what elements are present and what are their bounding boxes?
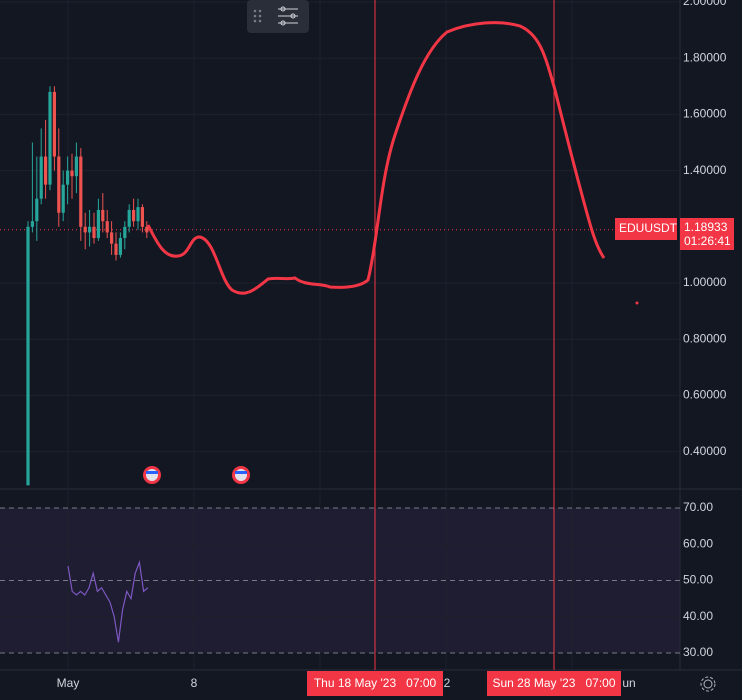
- candle-body: [140, 207, 144, 227]
- date-label: Thu 18 May '23 07:00: [314, 676, 437, 690]
- candle-body: [136, 207, 140, 222]
- time-label: 8: [191, 676, 198, 690]
- drawing-toolbar[interactable]: [247, 0, 309, 33]
- candle-body: [92, 226, 96, 239]
- candle-body: [96, 209, 100, 239]
- countdown: 01:26:41: [684, 234, 731, 248]
- price-tick-label: 2.00000: [683, 0, 727, 8]
- rsi-tick-label: 50.00: [683, 573, 713, 587]
- candle-body: [30, 221, 34, 227]
- candle-body: [39, 156, 43, 199]
- date-label: Sun 28 May '23 07:00: [492, 676, 615, 690]
- candle-body: [83, 226, 87, 233]
- candle-body: [48, 91, 52, 185]
- candle-body: [70, 170, 74, 177]
- candle-body: [110, 232, 114, 244]
- date-tag: [487, 671, 621, 696]
- price-tag: [680, 218, 734, 250]
- price-tick-label: 1.40000: [683, 163, 727, 177]
- rsi-line: [67, 560, 149, 643]
- event-flag[interactable]: [143, 466, 161, 484]
- candle-body: [123, 226, 127, 239]
- rsi-tick-label: 60.00: [683, 536, 713, 550]
- price-tick-label: 0.60000: [683, 388, 727, 402]
- event-flag[interactable]: [232, 466, 250, 484]
- candle-body: [127, 209, 131, 227]
- candle-body: [79, 156, 83, 227]
- candle-body: [35, 198, 39, 222]
- vertical-grid: [67, 0, 573, 670]
- candle-body: [52, 91, 56, 157]
- candle-body: [26, 226, 30, 486]
- settings-icon[interactable]: [700, 676, 716, 692]
- candle-body: [74, 156, 78, 177]
- last-price: 1.18933: [684, 220, 728, 234]
- candle-body: [118, 238, 122, 255]
- candle-body: [57, 156, 61, 213]
- rsi-tick-label: 70.00: [683, 500, 713, 514]
- time-label: un: [622, 676, 635, 690]
- time-label: May: [57, 676, 80, 690]
- price-tick-label: 0.80000: [683, 331, 727, 345]
- price-tick-label: 1.80000: [683, 50, 727, 64]
- price-tick-label: 1.00000: [683, 275, 727, 289]
- price-tick-label: 1.60000: [683, 107, 727, 121]
- price-tick-label: 0.40000: [683, 444, 727, 458]
- symbol-tag: [615, 218, 677, 240]
- rsi-tick-label: 40.00: [683, 609, 713, 623]
- candle-body: [44, 156, 48, 185]
- candle-body: [105, 221, 109, 233]
- candle-body: [132, 209, 136, 222]
- rsi-tick-label: 30.00: [683, 645, 713, 659]
- time-label: 2: [444, 676, 451, 690]
- date-tag: [307, 671, 443, 696]
- candle-body: [114, 243, 118, 255]
- candle-body: [145, 226, 149, 233]
- symbol-name: EDUUSDT: [619, 221, 678, 235]
- rsi-band: [0, 508, 680, 653]
- drawing-curve[interactable]: [146, 21, 606, 295]
- candle-body: [66, 170, 70, 185]
- drawing-dot: [635, 301, 639, 305]
- candle-body: [61, 184, 65, 213]
- candle-body: [88, 226, 92, 233]
- candle-body: [101, 209, 105, 222]
